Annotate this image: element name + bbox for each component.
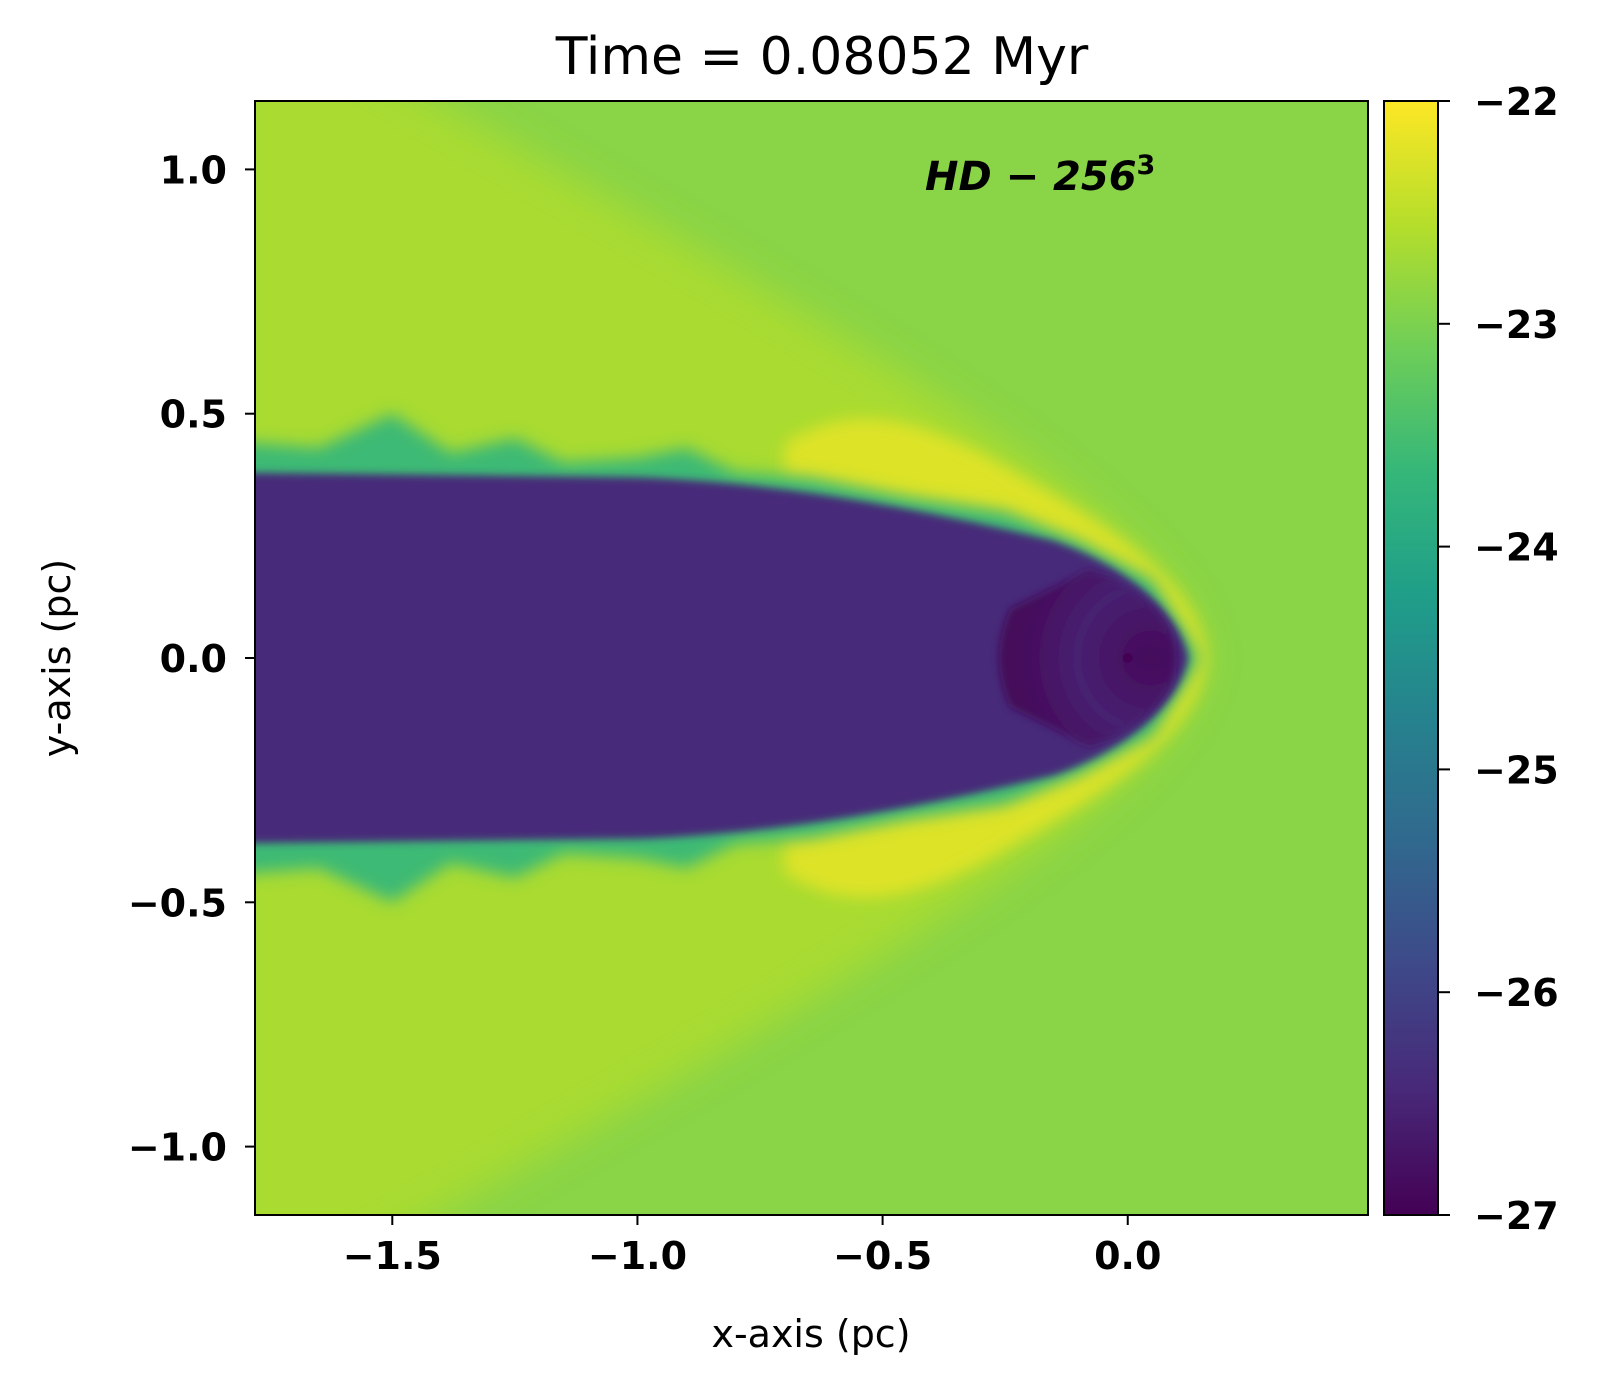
inner-wind-bubble — [999, 570, 1177, 746]
annotation-main: HD − 256 — [925, 154, 1137, 200]
annotation-superscript: 3 — [1137, 150, 1156, 181]
colorbar-tick-label: −27 — [1474, 1194, 1559, 1238]
y-axis-label: y-axis (pc) — [35, 559, 79, 757]
y-tick-label: 1.0 — [160, 148, 227, 192]
heatmap-image — [255, 101, 1368, 1215]
x-axis: −1.5 −1.0 −0.5 0.0 — [343, 1215, 1161, 1278]
x-tick-label: −1.0 — [588, 1234, 687, 1278]
low-density-wake — [255, 472, 1189, 844]
y-tick-label: −0.5 — [128, 881, 227, 925]
x-tick-label: −1.5 — [343, 1234, 442, 1278]
chart-title: Time = 0.08052 Myr — [555, 27, 1089, 87]
colorbar-tick-label: −24 — [1474, 526, 1559, 570]
y-tick-label: 0.5 — [160, 393, 227, 437]
y-tick-label: −1.0 — [128, 1126, 227, 1170]
colorbar-axis: −27 −26 −25 −24 −23 −22 — [1438, 80, 1559, 1238]
x-tick-label: −0.5 — [833, 1234, 932, 1278]
colorbar-tick-label: −23 — [1474, 303, 1559, 347]
colorbar — [1383, 100, 1439, 1216]
x-axis-label: x-axis (pc) — [711, 1312, 910, 1356]
colorbar-tick-label: −22 — [1474, 80, 1559, 124]
source-point — [1122, 653, 1133, 663]
model-annotation: HD − 2563 — [925, 150, 1155, 200]
y-axis: −1.0 −0.5 0.0 0.5 1.0 — [128, 148, 255, 1170]
y-tick-label: 0.0 — [160, 637, 227, 681]
colorbar-tick-label: −26 — [1474, 971, 1559, 1015]
colorbar-tick-label: −25 — [1474, 748, 1559, 792]
x-tick-label: 0.0 — [1094, 1234, 1161, 1278]
